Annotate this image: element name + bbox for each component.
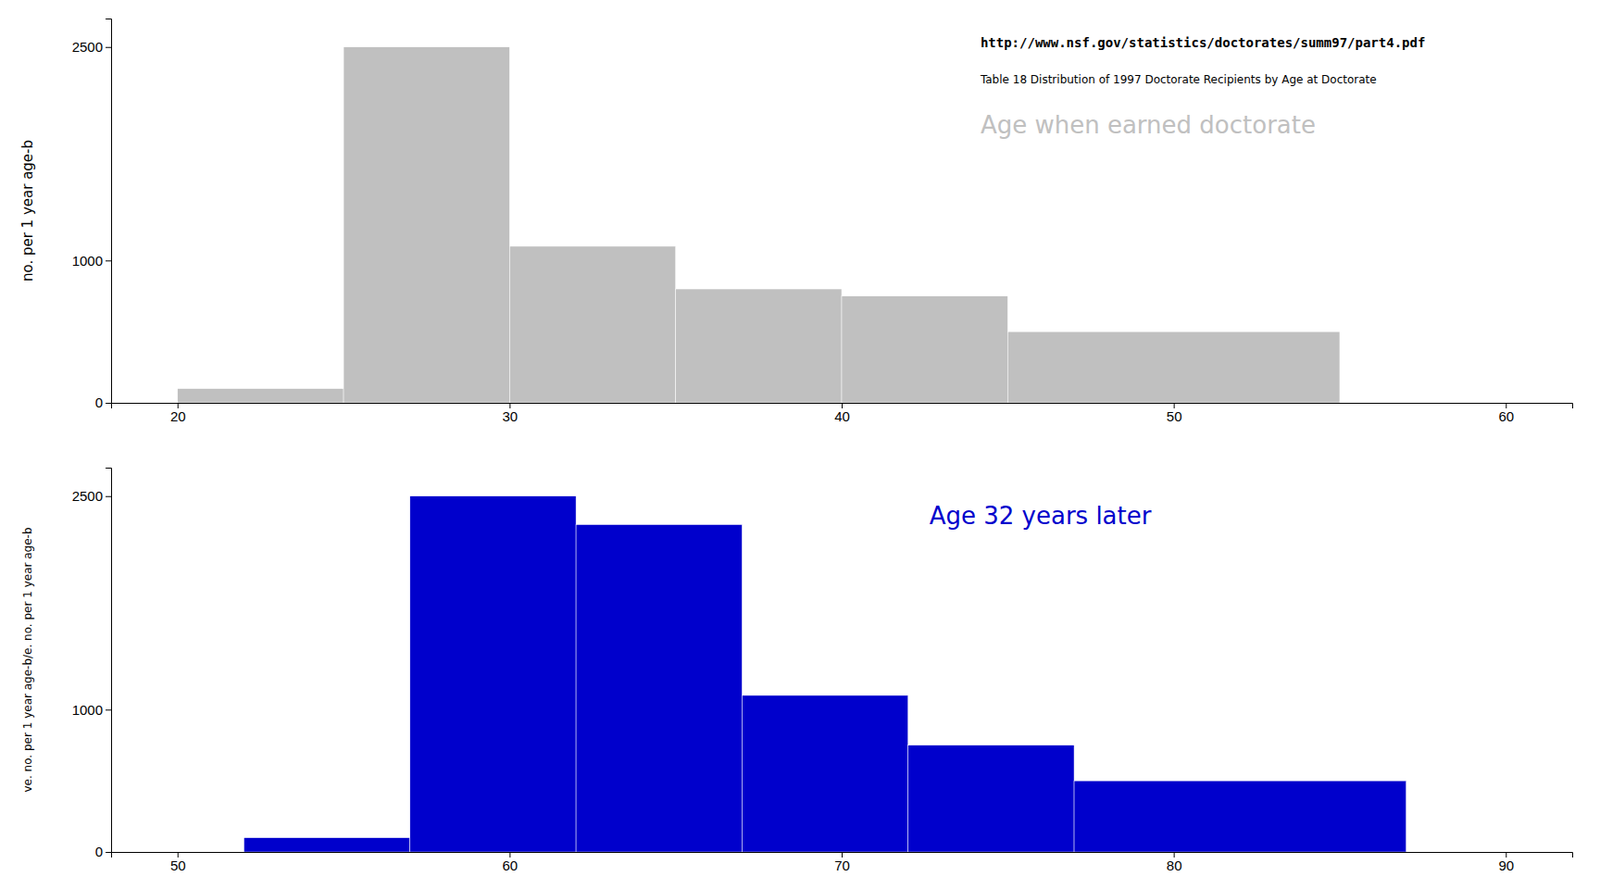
- tick-label: 70: [834, 857, 850, 874]
- tick-label: 50: [170, 857, 187, 874]
- tick-mark: [105, 260, 112, 262]
- tick: 0: [95, 394, 112, 411]
- tick: 90: [1498, 851, 1514, 874]
- tick-label: 90: [1498, 857, 1514, 874]
- tick-mark: [105, 402, 112, 404]
- tick: 80: [1166, 851, 1183, 874]
- panel: 20 30 40 50 60 0 1000 2500 http://www.nsf.gov/st…: [72, 19, 1574, 425]
- bar: [575, 524, 742, 852]
- bar: [675, 288, 842, 403]
- tick: 0: [95, 843, 112, 860]
- axis-line: [105, 19, 113, 404]
- bar: [1074, 780, 1407, 852]
- bar: [177, 388, 344, 403]
- tick-label: 40: [834, 408, 850, 425]
- tick-label: 2500: [72, 38, 103, 55]
- bar: [410, 496, 576, 852]
- bar: [1007, 331, 1340, 403]
- tick: 60: [502, 851, 519, 874]
- bars: [177, 47, 1340, 403]
- x-axis: 20 30 40 50 60: [112, 402, 1574, 425]
- tick: 50: [1166, 402, 1183, 425]
- bar: [841, 296, 1008, 403]
- tick: 20: [170, 402, 187, 425]
- legend-entry: Age 32 years later: [929, 501, 1152, 530]
- tick-mark: [105, 47, 112, 49]
- bar: [741, 695, 908, 852]
- tick-label: 0: [95, 843, 103, 860]
- tick-label: 60: [502, 857, 519, 874]
- tick-label: 20: [170, 408, 187, 425]
- annotation: Table 18 Distribution of 1997 Doctorate …: [979, 73, 1377, 87]
- tick-label: 30: [502, 408, 519, 425]
- tick: 1000: [72, 252, 112, 269]
- x-axis: 50 60 70 80 90: [112, 851, 1574, 874]
- tick-label: 50: [1166, 408, 1183, 425]
- tick: 60: [1498, 402, 1514, 425]
- axis-line: [105, 468, 113, 853]
- tick: 2500: [72, 38, 112, 55]
- tick: 70: [834, 851, 850, 874]
- tick: 50: [170, 851, 187, 874]
- tick: 30: [502, 402, 519, 425]
- tick-label: 0: [95, 394, 103, 411]
- chart-root: 20 30 40 50 60 0 1000 2500 http://www.nsf.gov/st…: [0, 0, 1600, 889]
- y-axis-title: no. per 1 year age-b: [19, 139, 37, 282]
- tick-label: 1000: [72, 252, 103, 269]
- legend-entry: Age when earned doctorate: [980, 111, 1316, 139]
- y-axis: 0 1000 2500: [72, 468, 113, 861]
- tick-label: 80: [1166, 857, 1183, 874]
- annotation: http://www.nsf.gov/statistics/doctorates…: [980, 35, 1425, 50]
- tick-mark: [105, 851, 112, 853]
- tick: 1000: [72, 701, 112, 718]
- tick-label: 1000: [72, 701, 103, 718]
- y-axis: 0 1000 2500: [72, 19, 113, 412]
- y-axis-title: ve. no. per 1 year age-b/e. no. per 1 ye…: [21, 526, 35, 792]
- bars: [243, 496, 1406, 852]
- bar: [343, 47, 510, 403]
- tick-label: 2500: [72, 487, 103, 504]
- bar: [243, 837, 410, 852]
- tick: 40: [834, 402, 850, 425]
- tick-mark: [105, 496, 112, 498]
- bar: [908, 745, 1075, 852]
- tick: 2500: [72, 487, 112, 504]
- bar: [509, 246, 675, 403]
- tick-label: 60: [1498, 408, 1514, 425]
- tick-mark: [105, 709, 112, 711]
- panel: 50 60 70 80 90 0 1000 2500 Age 32 years later: [72, 468, 1574, 874]
